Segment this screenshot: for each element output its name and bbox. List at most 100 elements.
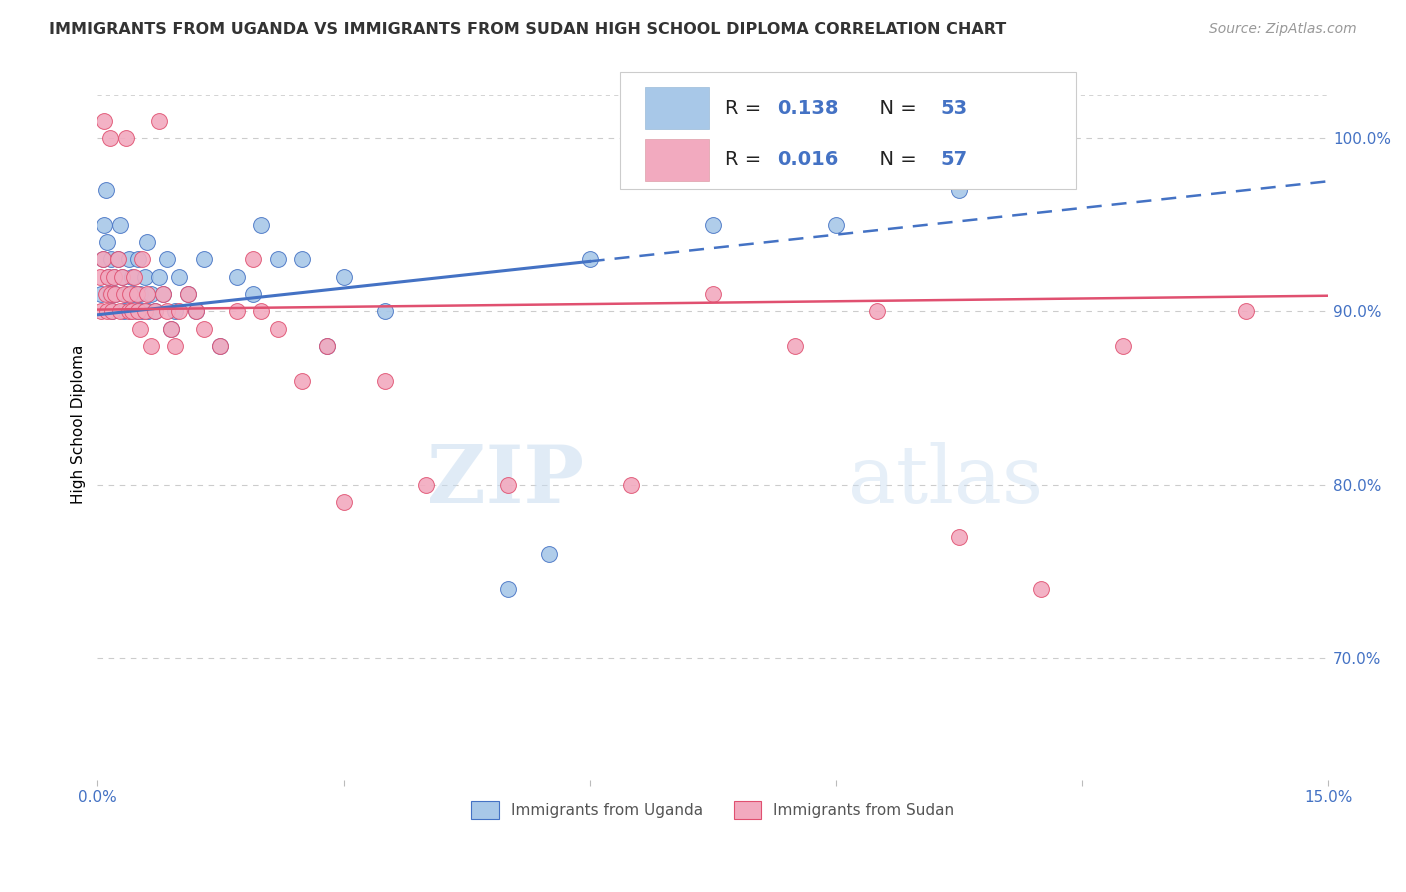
Point <box>267 321 290 335</box>
Point <box>948 183 970 197</box>
Text: R =: R = <box>725 150 768 169</box>
Point <box>1112 339 1135 353</box>
Point <box>225 304 247 318</box>
Point <box>373 374 395 388</box>
Point <box>136 304 159 318</box>
Point <box>120 287 142 301</box>
Point <box>129 287 152 301</box>
Point <box>332 495 354 509</box>
Point <box>127 304 149 318</box>
Point <box>93 218 115 232</box>
Point <box>948 530 970 544</box>
Point <box>111 269 134 284</box>
Point <box>184 304 207 318</box>
Text: N =: N = <box>866 150 922 169</box>
Point <box>225 269 247 284</box>
Point <box>537 547 560 561</box>
Point <box>1234 304 1257 318</box>
Point <box>169 304 191 318</box>
Point <box>124 287 146 301</box>
Y-axis label: High School Diploma: High School Diploma <box>72 344 86 504</box>
Point <box>103 269 125 284</box>
Point <box>131 252 153 267</box>
Point <box>193 321 215 335</box>
Point <box>496 582 519 596</box>
Point <box>291 374 314 388</box>
Point <box>103 269 125 284</box>
Text: IMMIGRANTS FROM UGANDA VS IMMIGRANTS FROM SUDAN HIGH SCHOOL DIPLOMA CORRELATION : IMMIGRANTS FROM UGANDA VS IMMIGRANTS FRO… <box>49 22 1007 37</box>
Point <box>111 269 134 284</box>
Point <box>169 269 191 284</box>
Point <box>152 287 174 301</box>
Point <box>415 477 437 491</box>
Point <box>94 287 117 301</box>
Point <box>134 304 156 318</box>
Point <box>107 252 129 267</box>
Point <box>242 287 264 301</box>
Point <box>107 252 129 267</box>
Point <box>104 287 127 301</box>
Point <box>193 252 215 267</box>
Point <box>135 287 157 301</box>
Point <box>148 269 170 284</box>
Point <box>120 304 142 318</box>
Text: Source: ZipAtlas.com: Source: ZipAtlas.com <box>1209 22 1357 37</box>
Point <box>90 304 112 318</box>
Point <box>316 339 339 353</box>
Point <box>332 269 354 284</box>
Point <box>866 304 889 318</box>
Point <box>209 339 232 353</box>
Point <box>100 287 122 301</box>
Point <box>824 218 846 232</box>
Point <box>160 321 183 335</box>
Point <box>373 304 395 318</box>
Point <box>139 287 162 301</box>
Point <box>578 252 600 267</box>
Point <box>100 252 122 267</box>
Point <box>93 113 115 128</box>
Point <box>129 321 152 335</box>
Legend: Immigrants from Uganda, Immigrants from Sudan: Immigrants from Uganda, Immigrants from … <box>465 795 960 825</box>
Point <box>291 252 314 267</box>
Point <box>127 252 149 267</box>
Point <box>117 304 139 318</box>
Point <box>121 304 143 318</box>
Point <box>97 269 120 284</box>
Text: ZIP: ZIP <box>426 442 583 520</box>
Point <box>156 252 179 267</box>
Text: 0.016: 0.016 <box>776 150 838 169</box>
Point <box>160 321 183 335</box>
Point <box>125 287 148 301</box>
Point <box>143 304 166 318</box>
FancyBboxPatch shape <box>645 87 709 129</box>
Point <box>209 339 232 353</box>
Point <box>783 339 806 353</box>
Point <box>135 235 157 249</box>
Point <box>104 287 127 301</box>
FancyBboxPatch shape <box>620 72 1076 189</box>
Point <box>165 304 187 318</box>
Point <box>250 304 273 318</box>
Point <box>96 304 118 318</box>
Point <box>1029 582 1052 596</box>
Point <box>124 269 146 284</box>
Point <box>90 287 112 301</box>
Point <box>96 235 118 249</box>
Point <box>101 304 124 318</box>
Point <box>152 287 174 301</box>
Point <box>91 252 114 267</box>
Text: atlas: atlas <box>848 442 1043 520</box>
Text: N =: N = <box>866 98 922 118</box>
Point <box>121 269 143 284</box>
Point <box>101 304 124 318</box>
Point <box>117 252 139 267</box>
Point <box>112 287 135 301</box>
Point <box>156 304 179 318</box>
Point <box>184 304 207 318</box>
Point <box>112 304 135 318</box>
Point <box>115 287 138 301</box>
Point <box>250 218 273 232</box>
Point <box>702 287 724 301</box>
Point <box>125 304 148 318</box>
Point <box>496 477 519 491</box>
